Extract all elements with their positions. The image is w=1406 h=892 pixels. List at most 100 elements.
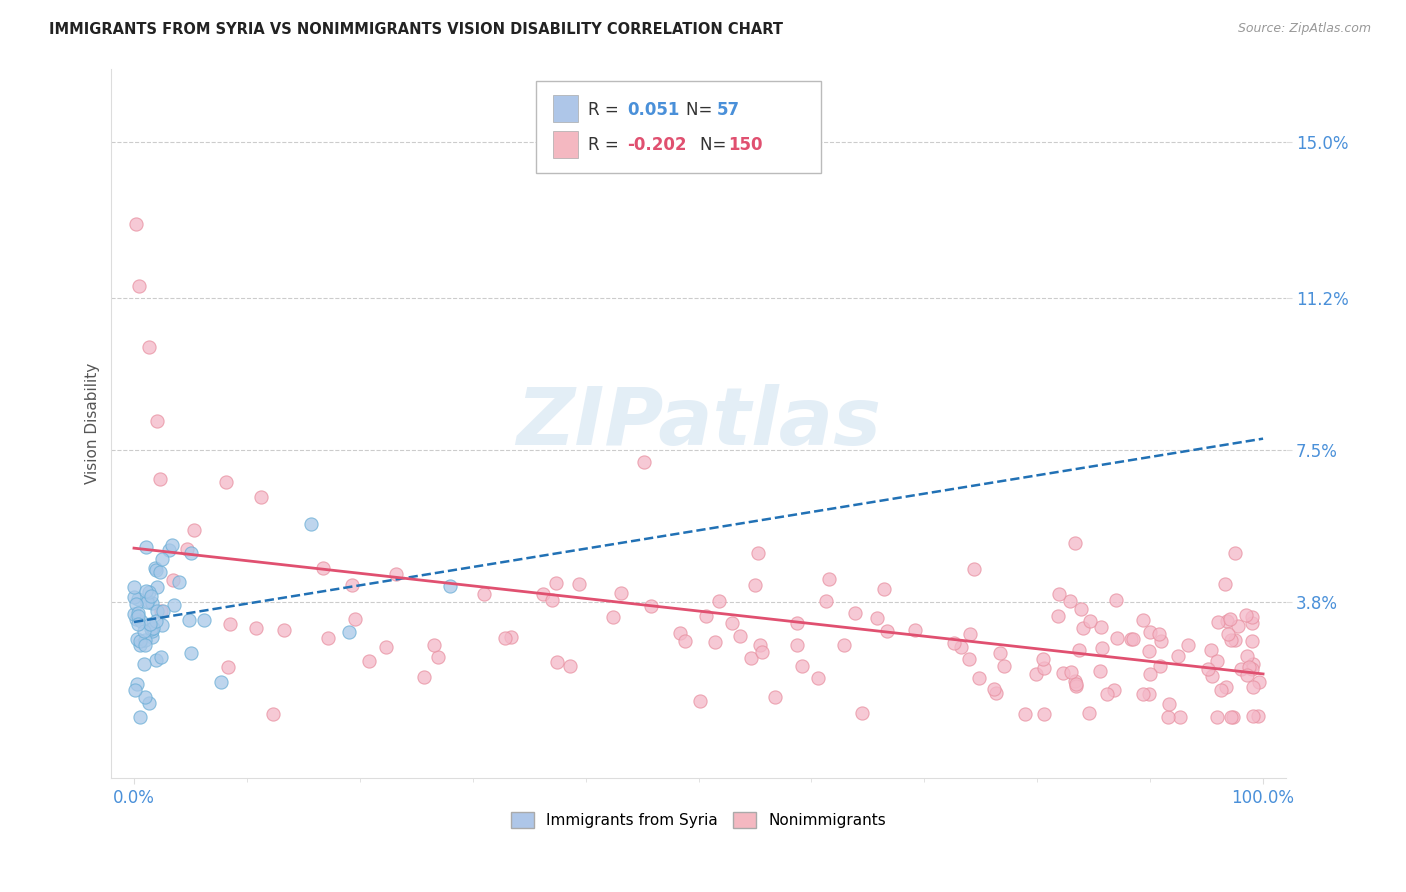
Point <box>1102 682 1125 697</box>
Point <box>763 690 786 704</box>
Point <box>299 516 322 531</box>
Point <box>124 218 146 232</box>
Point <box>633 455 655 469</box>
Point <box>967 672 990 686</box>
Point <box>127 617 149 632</box>
Point <box>1216 615 1239 629</box>
Point <box>145 561 167 575</box>
Point <box>1095 687 1118 701</box>
Point <box>122 590 145 604</box>
Point <box>494 631 516 645</box>
Point <box>152 604 174 618</box>
Point <box>721 616 744 631</box>
Point <box>1229 662 1251 676</box>
Text: IMMIGRANTS FROM SYRIA VS NONIMMIGRANTS VISION DISABILITY CORRELATION CHART: IMMIGRANTS FROM SYRIA VS NONIMMIGRANTS V… <box>49 22 783 37</box>
Point <box>125 598 148 612</box>
Point <box>142 622 165 636</box>
Point <box>139 617 162 632</box>
Point <box>1060 665 1083 679</box>
Point <box>273 624 295 638</box>
Point <box>127 609 149 624</box>
Point <box>250 491 273 505</box>
Point <box>1219 632 1241 647</box>
Point <box>124 607 146 622</box>
Point <box>1223 632 1246 647</box>
Point <box>1091 640 1114 655</box>
Text: R =: R = <box>588 136 624 154</box>
Point <box>134 638 156 652</box>
Text: R =: R = <box>588 101 624 119</box>
Point <box>176 542 198 557</box>
Point <box>150 604 173 618</box>
Point <box>1046 609 1069 624</box>
Point <box>150 618 173 632</box>
Point <box>673 633 696 648</box>
Point <box>127 632 149 647</box>
Point <box>128 633 150 648</box>
Text: ZIPatlas: ZIPatlas <box>516 384 882 462</box>
Point <box>141 623 163 637</box>
Text: -0.202: -0.202 <box>627 136 686 154</box>
Point <box>544 575 567 590</box>
Point <box>135 583 157 598</box>
Point <box>412 670 434 684</box>
Point <box>423 638 446 652</box>
Point <box>134 624 156 639</box>
Point <box>963 562 986 576</box>
Point <box>546 655 568 669</box>
Point <box>132 657 155 671</box>
Point <box>541 593 564 607</box>
Point <box>1227 619 1250 633</box>
Point <box>141 596 163 610</box>
Point <box>149 566 172 580</box>
Point <box>318 631 340 645</box>
Point <box>127 592 149 607</box>
Point <box>740 651 762 665</box>
Text: N=: N= <box>686 101 717 119</box>
Point <box>558 659 581 673</box>
Point <box>669 626 692 640</box>
Point <box>1139 667 1161 681</box>
Point <box>751 645 773 659</box>
Point <box>124 683 146 698</box>
Point <box>1078 614 1101 628</box>
Point <box>357 654 380 668</box>
Point <box>876 624 898 638</box>
Point <box>1199 643 1222 657</box>
Point <box>141 624 163 639</box>
Point <box>993 658 1015 673</box>
Point <box>217 660 239 674</box>
Point <box>1033 661 1056 675</box>
Point <box>786 616 808 631</box>
Point <box>1137 644 1160 658</box>
Point <box>1220 709 1243 723</box>
Point <box>134 690 156 705</box>
Point <box>1137 687 1160 701</box>
Point <box>689 694 711 708</box>
Point <box>472 587 495 601</box>
Point <box>149 472 172 486</box>
Point <box>950 640 973 655</box>
Point <box>1149 659 1171 673</box>
Point <box>640 599 662 613</box>
Point <box>704 635 727 649</box>
Point <box>375 640 398 655</box>
Point <box>695 609 717 624</box>
Point <box>1149 627 1171 641</box>
Text: N=: N= <box>700 136 731 154</box>
Point <box>150 551 173 566</box>
Point <box>1206 615 1229 629</box>
Point <box>1066 679 1088 693</box>
Point <box>1070 601 1092 615</box>
Point <box>127 676 149 690</box>
Point <box>145 564 167 578</box>
Point <box>1139 625 1161 640</box>
Point <box>180 546 202 560</box>
Point <box>141 630 163 644</box>
Point <box>1069 643 1091 657</box>
Point <box>1223 546 1246 560</box>
Point <box>1240 610 1263 624</box>
Point <box>1090 620 1112 634</box>
Point <box>1241 708 1264 723</box>
Point <box>135 540 157 554</box>
